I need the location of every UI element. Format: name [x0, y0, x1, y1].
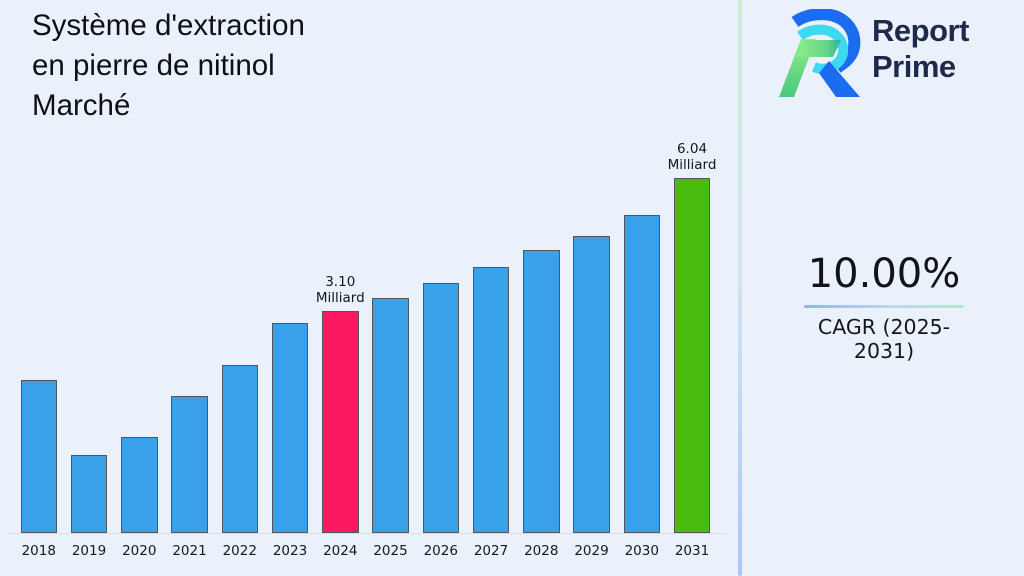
- bar-2027: [472, 267, 510, 533]
- bar-2024: [322, 311, 359, 533]
- x-tick-2021: 2021: [172, 543, 207, 559]
- page-title-line2: en pierre de nitinol: [32, 49, 275, 82]
- cagr-value: 10.00%: [807, 251, 961, 297]
- page-title: Système d'extraction en pierre de nitino…: [32, 6, 305, 126]
- x-tick-2031: 2031: [674, 543, 710, 559]
- bar-2030: [623, 215, 660, 533]
- bar-2025: [372, 298, 409, 533]
- report-prime-logo-text: Report Prime: [872, 13, 969, 85]
- x-tick-2030: 2030: [624, 543, 659, 559]
- x-tick-2025: 2025: [373, 543, 408, 559]
- bar-2029: [573, 236, 610, 533]
- x-tick-2029: 2029: [574, 543, 609, 559]
- x-axis-line: [7, 533, 727, 534]
- bar-2018: [20, 380, 57, 533]
- x-tick-2019: 2019: [71, 543, 107, 559]
- x-tick-2028: 2028: [524, 543, 559, 559]
- x-tick-2022: 2022: [222, 543, 257, 559]
- bar-2026: [422, 283, 459, 533]
- bar-2022: [221, 365, 258, 533]
- x-tick-2026: 2026: [423, 543, 458, 559]
- logo-word-prime: Prime: [872, 49, 956, 84]
- report-prime-logo-icon: [779, 9, 861, 97]
- bar-2031: [673, 178, 711, 533]
- x-tick-2027: 2027: [473, 543, 509, 559]
- bar-2020: [121, 437, 158, 533]
- bar-value-label-2031: 6.04 Milliard: [667, 141, 717, 173]
- bar-2021: [171, 396, 208, 533]
- x-tick-2023: 2023: [272, 543, 308, 559]
- bar-value-label-2024: 3.10 Milliard: [315, 274, 365, 306]
- vertical-divider: [738, 0, 742, 576]
- bar-2023: [271, 323, 309, 533]
- bar-2019: [70, 455, 108, 533]
- x-tick-2020: 2020: [122, 543, 157, 559]
- bar-2028: [523, 250, 560, 533]
- x-tick-2024: 2024: [323, 543, 358, 559]
- page-title-line1: Système d'extraction: [32, 9, 305, 42]
- cagr-label: CAGR (2025-2031): [817, 315, 951, 363]
- cagr-panel: 10.00% CAGR (2025-2031): [800, 252, 968, 363]
- page-title-line3: Marché: [32, 89, 131, 122]
- x-tick-2018: 2018: [21, 543, 56, 559]
- logo-word-report: Report: [872, 13, 969, 48]
- cagr-underline: [804, 305, 964, 308]
